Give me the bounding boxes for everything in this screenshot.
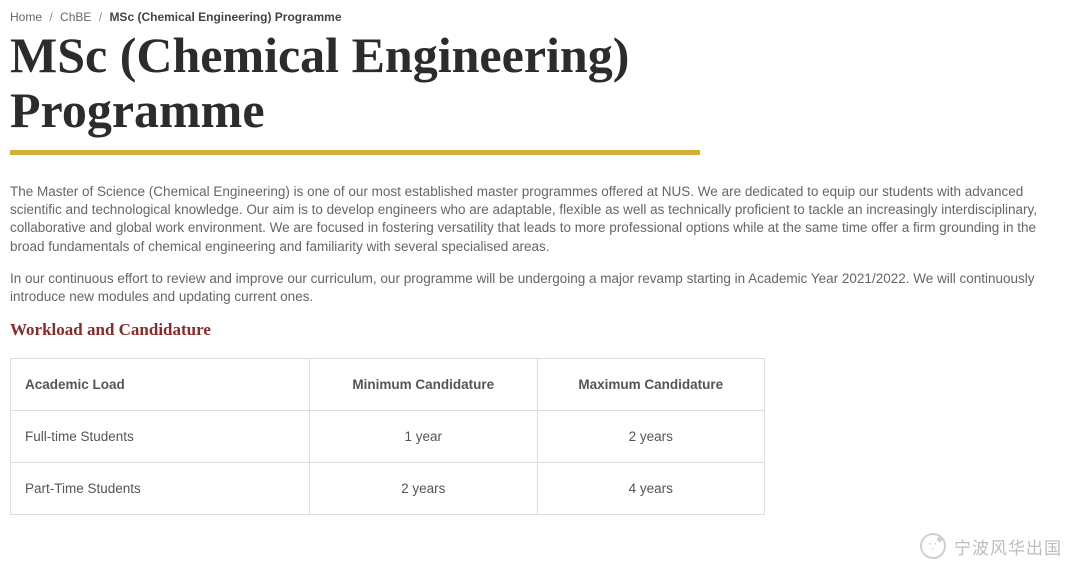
- cell-max: 4 years: [537, 463, 764, 515]
- breadcrumb-sep: /: [99, 10, 102, 24]
- table-row: Full-time Students 1 year 2 years: [11, 411, 765, 463]
- watermark: ∵ 宁波风华出国: [920, 533, 1062, 559]
- cell-min: 2 years: [310, 463, 537, 515]
- candidature-table: Academic Load Minimum Candidature Maximu…: [10, 358, 765, 515]
- wechat-icon: ∵: [920, 533, 946, 559]
- cell-max: 2 years: [537, 411, 764, 463]
- breadcrumb-link-home[interactable]: Home: [10, 10, 42, 24]
- section-heading-workload: Workload and Candidature: [10, 320, 1070, 340]
- col-academic-load: Academic Load: [11, 359, 310, 411]
- cell-load: Full-time Students: [11, 411, 310, 463]
- table-header-row: Academic Load Minimum Candidature Maximu…: [11, 359, 765, 411]
- cell-load: Part-Time Students: [11, 463, 310, 515]
- breadcrumb: Home / ChBE / MSc (Chemical Engineering)…: [10, 10, 1070, 24]
- breadcrumb-sep: /: [49, 10, 52, 24]
- watermark-text: 宁波风华出国: [954, 534, 1062, 559]
- intro-paragraph-1: The Master of Science (Chemical Engineer…: [10, 183, 1060, 256]
- page-title: MSc (Chemical Engineering) Programme: [10, 28, 810, 138]
- table-row: Part-Time Students 2 years 4 years: [11, 463, 765, 515]
- intro-paragraph-2: In our continuous effort to review and i…: [10, 270, 1060, 306]
- breadcrumb-link-chbe[interactable]: ChBE: [60, 10, 91, 24]
- title-underline: [10, 150, 700, 155]
- breadcrumb-current: MSc (Chemical Engineering) Programme: [109, 10, 341, 24]
- col-min-candidature: Minimum Candidature: [310, 359, 537, 411]
- col-max-candidature: Maximum Candidature: [537, 359, 764, 411]
- cell-min: 1 year: [310, 411, 537, 463]
